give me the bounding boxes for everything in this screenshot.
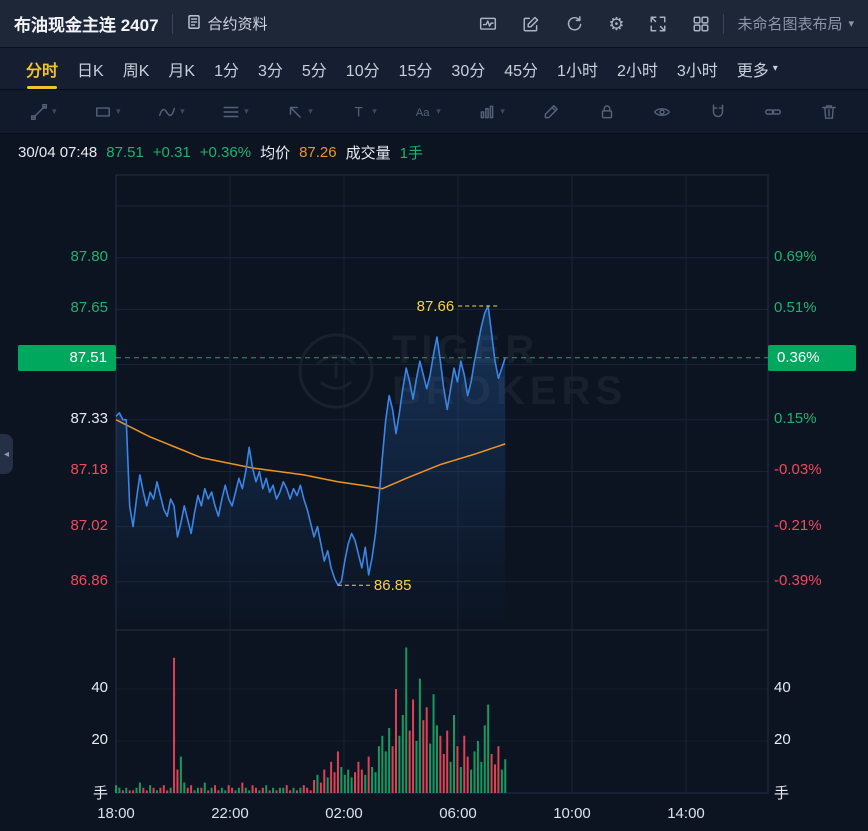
tab-月K[interactable]: 月K (168, 62, 196, 80)
tab-3小时[interactable]: 3小时 (676, 62, 718, 80)
delete-tool-icon[interactable] (820, 103, 838, 121)
svg-text:86.85: 86.85 (374, 577, 412, 594)
divider (171, 13, 173, 34)
sidebar-collapse-handle[interactable]: ◂ (0, 434, 13, 474)
visibility-tool-icon[interactable] (653, 103, 671, 121)
grid-layout-icon[interactable] (692, 15, 710, 33)
tab-分时[interactable]: 分时 (26, 48, 58, 89)
volume-label: 成交量 (345, 144, 391, 162)
brush-tool-icon[interactable] (542, 103, 560, 121)
trendline-tool-icon[interactable] (30, 103, 57, 121)
fullscreen-icon[interactable] (649, 15, 667, 33)
header: 布油现金主连 2407 合约资料 (0, 0, 868, 48)
header-icons: ⚙ (479, 15, 710, 33)
tab-5分[interactable]: 5分 (301, 62, 327, 80)
avg-value: 87.26 (299, 143, 337, 161)
layout-name-label: 未命名图表布局 (737, 16, 843, 33)
document-icon (186, 14, 202, 34)
quote-bar: 30/04 07:48 87.51 +0.31 +0.36% 均价 87.26 … (0, 134, 868, 170)
chart-type-tool-icon[interactable] (478, 103, 505, 121)
text-cursor-tool-icon[interactable]: T (350, 103, 377, 121)
tab-2小时[interactable]: 2小时 (616, 62, 658, 80)
cursor-tool-icon[interactable] (286, 103, 313, 121)
tab-周K[interactable]: 周K (122, 62, 150, 80)
tab-1小时[interactable]: 1小时 (557, 62, 598, 80)
wave-tool-icon[interactable] (158, 103, 185, 121)
tab-3分[interactable]: 3分 (257, 62, 283, 80)
svg-text:Aa: Aa (416, 106, 431, 118)
tab-10分[interactable]: 10分 (345, 62, 380, 80)
collapse-arrow-icon: ◂ (3, 448, 10, 460)
quote-datetime: 30/04 07:48 (18, 143, 98, 161)
timeframe-tabs: 分时 日K 周K 月K 1分 3分 5分 10分 15分 30分 45分 1小时 2小时 3小时 更多 ▾ (0, 48, 868, 90)
layout-name-button[interactable]: 未命名图表布局 (737, 13, 854, 34)
price-change-pct: +0.36% (199, 143, 252, 161)
avg-label: 均价 (260, 144, 291, 162)
watermark: TIGER BROKERS (296, 330, 627, 412)
rectangle-tool-icon[interactable] (94, 103, 121, 121)
magnet-tool-icon[interactable] (709, 103, 727, 121)
tab-1分[interactable]: 1分 (214, 62, 239, 80)
tab-45分[interactable]: 45分 (504, 62, 539, 80)
volume-value: 1手 (399, 144, 423, 162)
refresh-icon[interactable] (565, 15, 583, 33)
tab-日K[interactable]: 日K (77, 62, 104, 80)
tab-30分[interactable]: 30分 (451, 62, 486, 80)
snapshot-icon[interactable] (479, 15, 497, 33)
tiger-logo-watermark (298, 333, 374, 409)
divider (723, 13, 725, 34)
lock-tool-icon[interactable] (598, 103, 616, 121)
price-change: +0.31 (152, 143, 191, 161)
fib-lines-tool-icon[interactable] (222, 103, 249, 121)
price-chart[interactable]: 87.66 86.85 (0, 170, 868, 831)
edit-icon[interactable] (522, 15, 540, 33)
svg-text:T: T (355, 104, 363, 119)
font-style-tool-icon[interactable]: Aa (414, 103, 441, 121)
svg-text:87.66: 87.66 (417, 298, 455, 315)
tab-15分[interactable]: 15分 (398, 62, 433, 80)
contract-info-label: 合约资料 (207, 16, 268, 33)
settings-icon[interactable]: ⚙ (608, 13, 625, 34)
symbol-title: 布油现金主连 2407 (14, 16, 159, 35)
drawing-toolbar: T Aa (0, 90, 868, 134)
chart-area: 30/04 07:48 87.51 +0.31 +0.36% 均价 87.26 … (0, 134, 868, 831)
contract-info-button[interactable]: 合约资料 (186, 13, 268, 34)
last-price: 87.51 (106, 143, 144, 161)
link-tool-icon[interactable] (764, 103, 782, 121)
tab-更多[interactable]: 更多 ▾ (736, 62, 778, 80)
